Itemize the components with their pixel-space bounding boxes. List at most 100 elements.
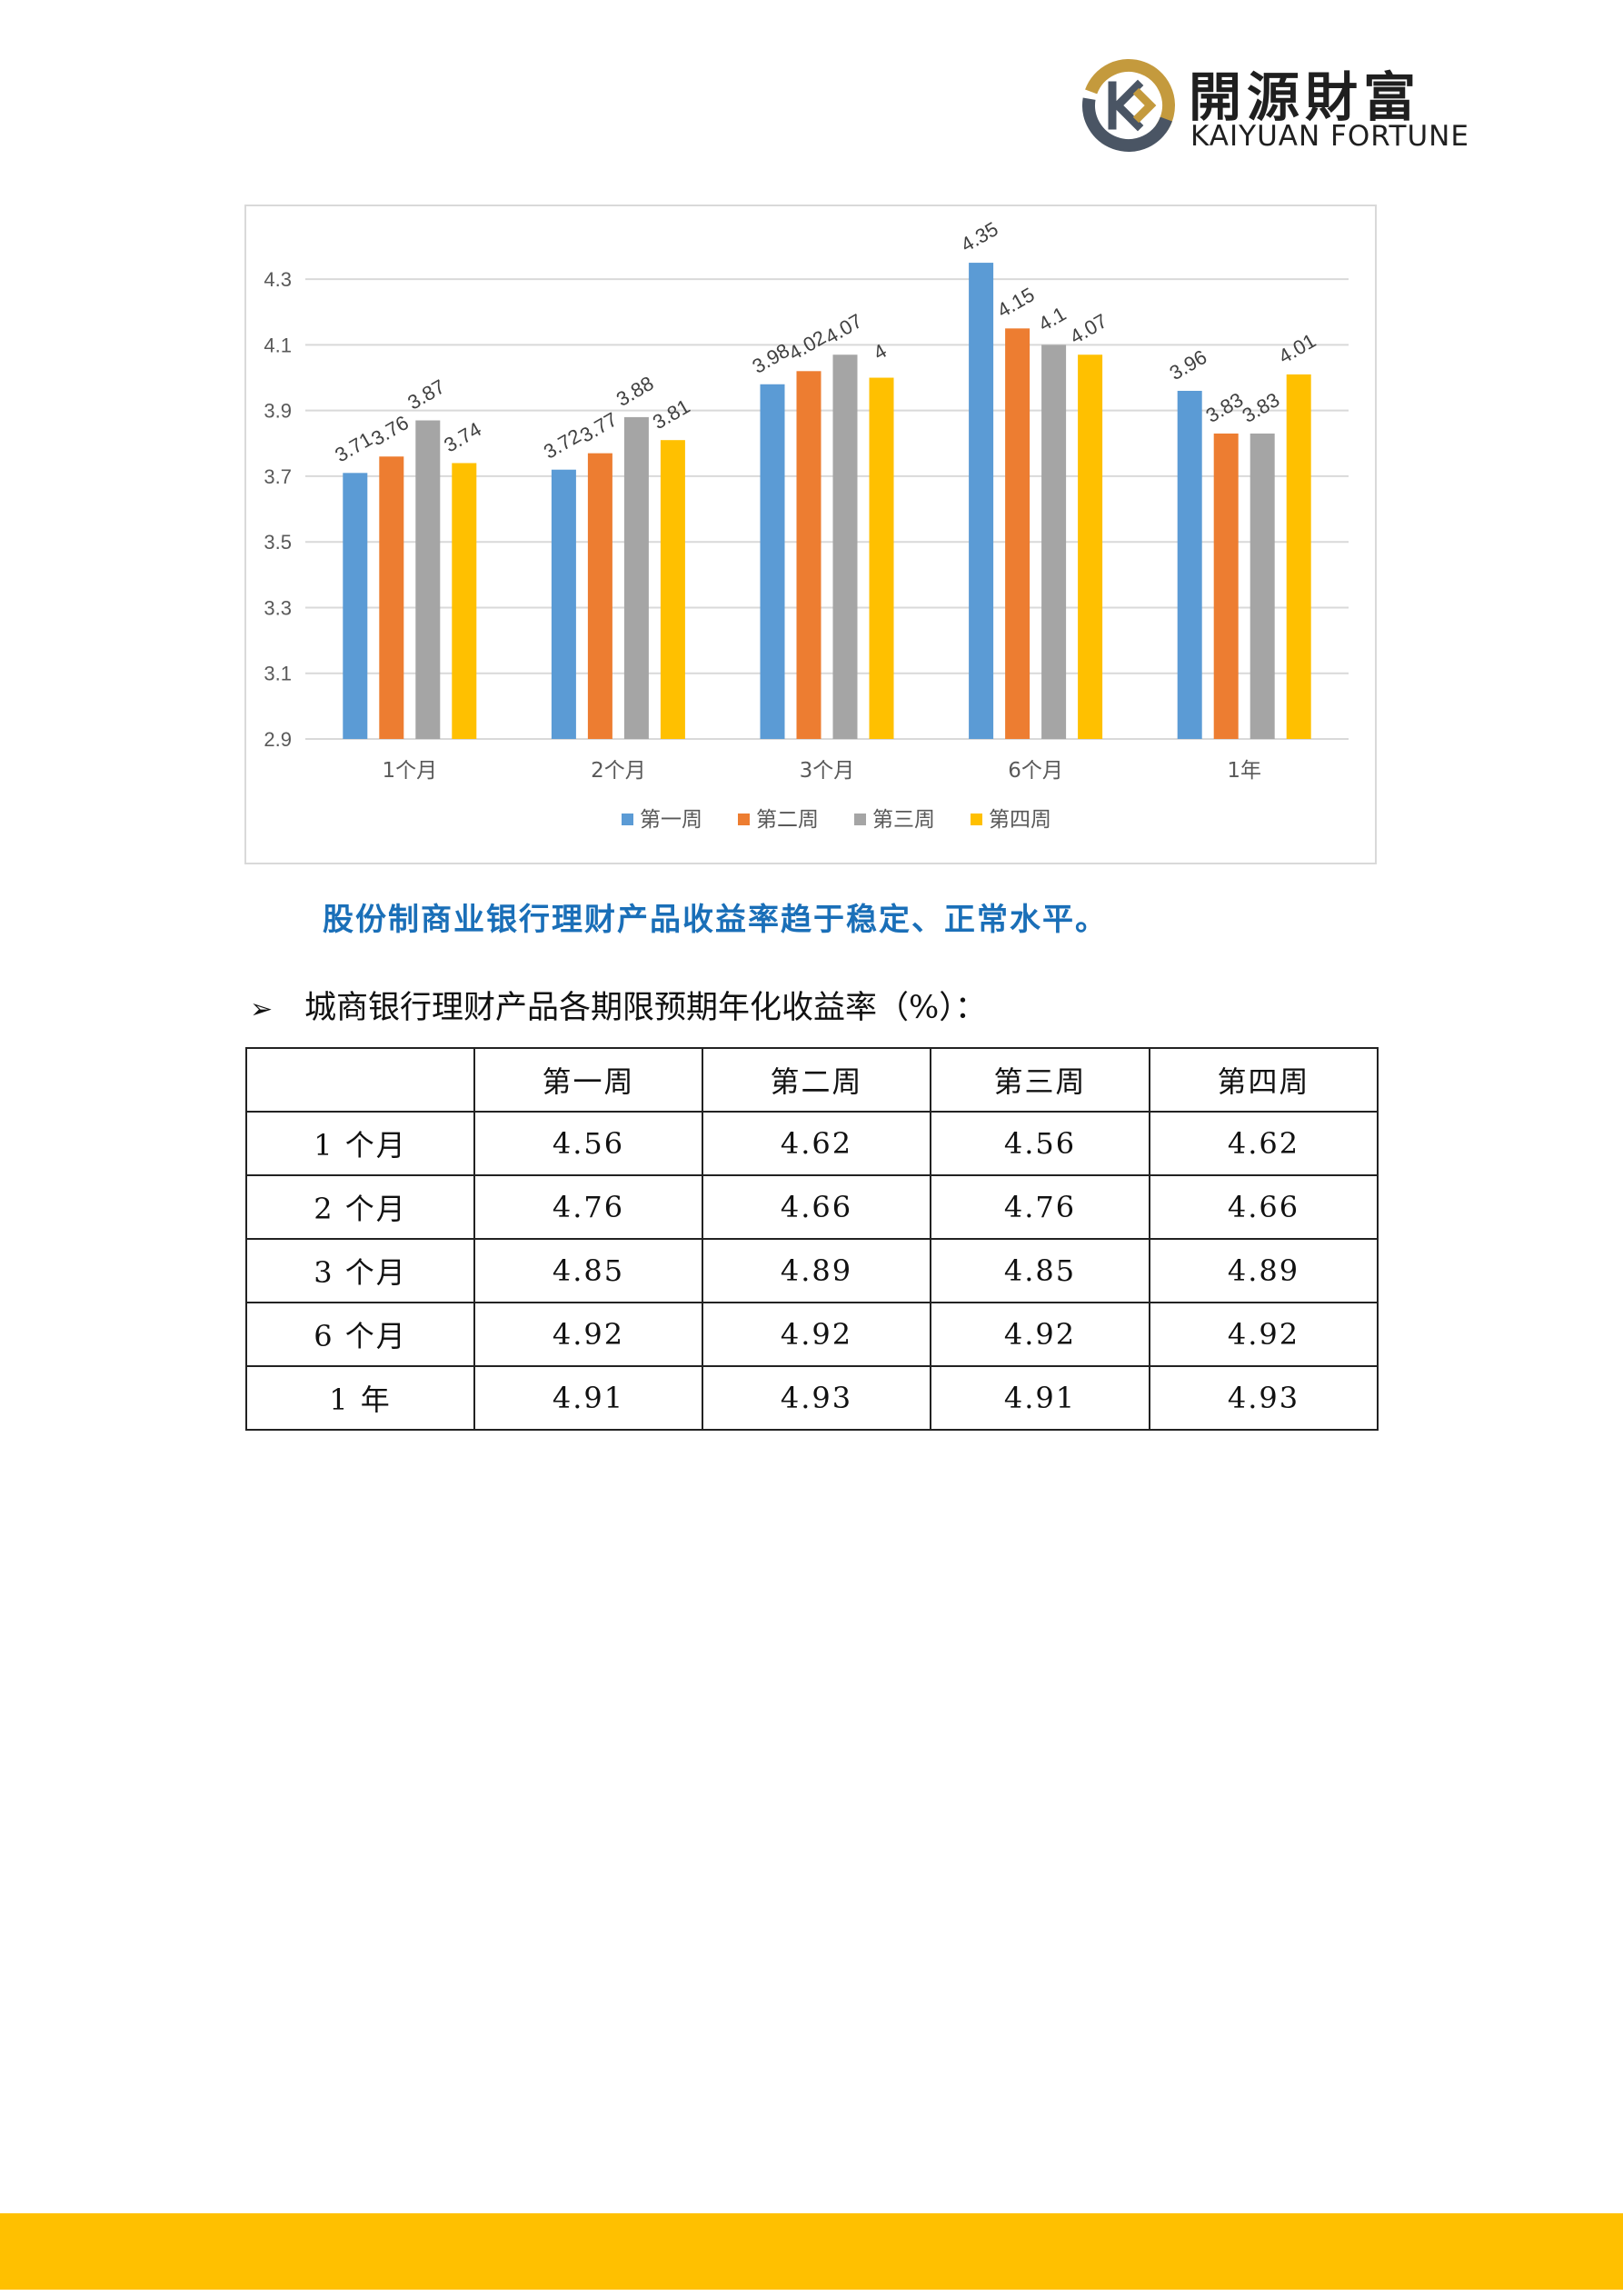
bar [660, 440, 685, 739]
table-header-row: 第一周 第二周 第三周 第四周 [245, 1047, 1379, 1113]
data-label: 4.1 [1034, 302, 1070, 335]
table-cell: 2 个月 [245, 1174, 475, 1240]
data-label: 4.35 [957, 217, 1002, 256]
bar [587, 453, 612, 739]
table-cell: 4.76 [930, 1174, 1150, 1240]
bar [343, 473, 368, 739]
kaiyuan-logo-icon [1082, 58, 1175, 152]
table-row: 1 个月 4.56 4.62 4.56 4.62 [245, 1111, 1379, 1176]
bar [1078, 354, 1103, 739]
table-row: 2 个月 4.76 4.66 4.76 4.66 [245, 1174, 1379, 1240]
data-label: 4.15 [993, 283, 1039, 322]
bar [1041, 344, 1067, 739]
table-row: 1 年 4.91 4.93 4.91 4.93 [245, 1365, 1379, 1431]
table-cell: 1 个月 [245, 1111, 475, 1176]
yield-table: 第一周 第二周 第三周 第四周 1 个月 4.56 4.62 4.56 4.62… [245, 1047, 1379, 1431]
bullet-arrow-icon: ➢ [250, 993, 274, 1025]
y-tick-label: 3.7 [264, 465, 292, 488]
data-label: 3.81 [649, 394, 694, 434]
y-tick-label: 2.9 [264, 728, 292, 751]
table-cell: 4.62 [1149, 1111, 1379, 1176]
bar [1286, 374, 1311, 739]
table-cell: 4.92 [1149, 1302, 1379, 1367]
table-cell: 3 个月 [245, 1238, 475, 1303]
section-title: ➢ 城商银行理财产品各期限预期年化收益率（%）： [250, 982, 1431, 1028]
legend-swatch [738, 814, 750, 825]
table-header-cell: 第一周 [473, 1047, 703, 1113]
data-label: 4.07 [1066, 309, 1111, 348]
table-cell: 4.66 [1149, 1174, 1379, 1240]
section-title-text: 城商银行理财产品各期限预期年化收益率（%）： [304, 990, 987, 1026]
bar-chart: 2.9 3.1 3.3 3.5 3.7 3.9 4.1 4.3 3.71 3.76 3.87 3.74… [244, 205, 1377, 864]
bar [1250, 433, 1275, 739]
table-header-cell [245, 1047, 475, 1113]
legend-label: 第三周 [872, 808, 935, 832]
y-tick-label: 3.9 [264, 400, 292, 423]
bar [452, 463, 477, 739]
data-label: 4 [870, 339, 891, 364]
x-tick-label: 1年 [1227, 759, 1261, 783]
x-tick-label: 6个月 [1008, 759, 1063, 783]
y-tick-label: 3.3 [264, 596, 292, 619]
table-row: 3 个月 4.85 4.89 4.85 4.89 [245, 1238, 1379, 1303]
table-cell: 4.92 [702, 1302, 931, 1367]
x-tick-label: 3个月 [800, 759, 855, 783]
y-tick-label: 4.1 [264, 334, 292, 356]
company-logo: 開源財富 KAIYUAN FORTUNE [1081, 55, 1508, 164]
bar [1005, 328, 1031, 739]
y-tick-label: 4.3 [264, 268, 292, 291]
table-cell: 6 个月 [245, 1302, 475, 1367]
table-row: 6 个月 4.92 4.92 4.92 4.92 [245, 1302, 1379, 1367]
table-header-cell: 第三周 [930, 1047, 1150, 1113]
data-label: 3.87 [403, 374, 449, 414]
y-tick-label: 3.1 [264, 663, 292, 685]
table-cell: 4.91 [930, 1365, 1150, 1431]
data-label: 4.01 [1275, 329, 1320, 368]
bar [796, 371, 821, 739]
table-cell: 4.89 [1149, 1238, 1379, 1303]
legend-swatch [622, 814, 633, 825]
bar [551, 469, 576, 739]
table-cell: 1 年 [245, 1365, 475, 1431]
bar [1177, 390, 1202, 739]
bar [415, 420, 441, 739]
table-header-cell: 第四周 [1149, 1047, 1379, 1113]
highlight-statement: 股份制商业银行理财产品收益率趋于稳定、正常水平。 [323, 902, 1108, 938]
bar [1213, 433, 1239, 739]
table-cell: 4.62 [702, 1111, 931, 1176]
legend-swatch [971, 814, 982, 825]
data-label: 3.88 [612, 372, 658, 411]
table-cell: 4.76 [473, 1174, 703, 1240]
bar [623, 416, 649, 739]
table-cell: 4.91 [473, 1365, 703, 1431]
x-tick-label: 1个月 [382, 759, 437, 783]
table-cell: 4.93 [702, 1365, 931, 1431]
table-cell: 4.56 [930, 1111, 1150, 1176]
data-label: 3.83 [1239, 388, 1284, 427]
logo-chinese-name: 開源財富 [1189, 66, 1422, 128]
legend-label: 第四周 [989, 808, 1051, 832]
table-cell: 4.92 [473, 1302, 703, 1367]
data-label: 3.74 [440, 417, 485, 456]
bar [869, 377, 894, 739]
logo-english-name: KAIYUAN FORTUNE [1190, 120, 1469, 153]
yield-table-wrapper: 第一周 第二周 第三周 第四周 1 个月 4.56 4.62 4.56 4.62… [245, 1047, 1379, 1431]
table-header-cell: 第二周 [702, 1047, 931, 1113]
x-tick-label: 2个月 [591, 759, 646, 783]
legend-label: 第二周 [756, 808, 819, 832]
legend-swatch [854, 814, 866, 825]
bar [379, 456, 404, 739]
legend-label: 第一周 [640, 808, 702, 832]
bar-chart-svg: 2.93.13.33.53.73.94.14.33.713.763.873.74… [264, 217, 1349, 832]
table-cell: 4.92 [930, 1302, 1150, 1367]
data-label: 3.96 [1166, 345, 1211, 384]
table-cell: 4.85 [473, 1238, 703, 1303]
table-cell: 4.56 [473, 1111, 703, 1176]
bar [969, 263, 994, 739]
table-cell: 4.93 [1149, 1365, 1379, 1431]
bar [760, 384, 785, 739]
y-tick-label: 3.5 [264, 531, 292, 554]
footer-bar [0, 2213, 1623, 2290]
table-cell: 4.66 [702, 1174, 931, 1240]
table-cell: 4.85 [930, 1238, 1150, 1303]
